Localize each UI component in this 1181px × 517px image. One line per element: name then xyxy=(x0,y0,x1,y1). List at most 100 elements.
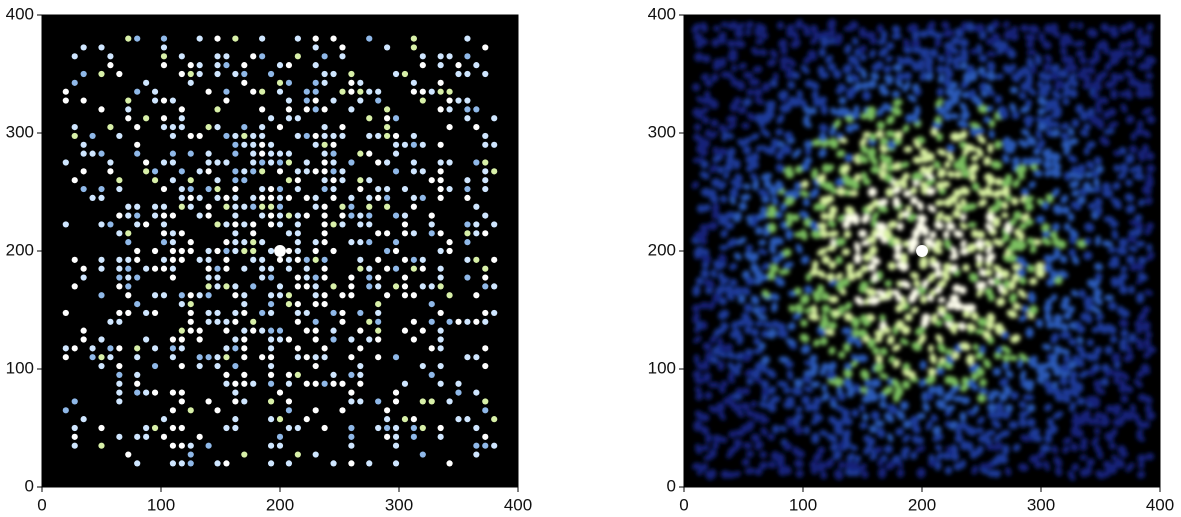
image-blob xyxy=(753,376,764,385)
image-blob xyxy=(692,83,701,92)
image-dot xyxy=(223,460,230,467)
image-dot xyxy=(410,318,417,325)
image-blob xyxy=(935,98,944,108)
image-blob xyxy=(1062,354,1072,363)
image-blob xyxy=(1043,62,1052,72)
image-dot xyxy=(232,212,239,219)
image-blob xyxy=(1050,332,1059,344)
image-dot xyxy=(285,380,293,387)
image-dot xyxy=(187,203,194,210)
image-blob xyxy=(1060,122,1070,130)
image-blob xyxy=(710,269,718,279)
image-dot xyxy=(401,416,409,423)
image-blob xyxy=(727,21,739,30)
image-dot xyxy=(339,53,346,60)
image-blob xyxy=(841,416,853,426)
image-blob xyxy=(801,180,809,189)
image-blob xyxy=(984,287,993,296)
image-blob xyxy=(1120,329,1129,338)
image-blob xyxy=(757,24,767,33)
image-dot xyxy=(276,327,284,334)
image-blob xyxy=(1034,461,1044,469)
image-blob xyxy=(967,89,977,99)
image-dot xyxy=(107,62,114,69)
image-blob xyxy=(929,256,937,265)
image-blob xyxy=(843,362,853,370)
image-dot xyxy=(473,203,480,210)
image-blob xyxy=(803,385,814,393)
image-dot xyxy=(250,132,257,140)
image-dot xyxy=(392,398,400,405)
image-blob xyxy=(1126,39,1134,48)
image-blob xyxy=(1087,107,1095,117)
image-dot xyxy=(196,168,203,175)
image-blob xyxy=(867,187,878,197)
image-dot xyxy=(428,221,435,228)
image-dot xyxy=(392,141,400,148)
image-dot xyxy=(446,185,453,193)
image-blob xyxy=(902,419,912,429)
image-dot xyxy=(348,274,355,281)
image-dot xyxy=(232,150,239,157)
image-blob xyxy=(1128,245,1138,253)
image-blob xyxy=(897,222,904,231)
image-blob xyxy=(741,387,751,396)
image-blob xyxy=(800,255,810,265)
image-dot xyxy=(205,354,212,361)
image-blob xyxy=(744,325,752,334)
image-dot xyxy=(303,309,310,317)
image-dot xyxy=(125,35,132,42)
image-dot xyxy=(366,336,373,343)
image-blob xyxy=(828,38,837,45)
image-dot xyxy=(241,247,248,255)
image-blob xyxy=(984,429,996,437)
image-dot xyxy=(375,132,382,140)
image-blob xyxy=(1068,228,1079,239)
image-blob xyxy=(1016,230,1025,241)
image-dot xyxy=(428,212,435,219)
image-blob xyxy=(968,172,977,182)
image-dot xyxy=(276,62,284,69)
image-blob xyxy=(825,54,833,64)
image-dot xyxy=(401,380,409,387)
image-blob xyxy=(1062,445,1070,454)
image-blob xyxy=(967,441,974,453)
image-dot xyxy=(437,247,444,255)
image-blob xyxy=(717,337,724,348)
image-blob xyxy=(1057,239,1067,249)
image-blob xyxy=(805,272,812,282)
image-blob xyxy=(1043,460,1050,472)
image-blob xyxy=(1046,417,1055,428)
image-dot xyxy=(276,283,284,290)
image-dot xyxy=(107,318,114,325)
image-blob xyxy=(1094,411,1102,419)
image-blob xyxy=(1062,80,1071,91)
image-blob xyxy=(1087,28,1098,38)
image-blob xyxy=(859,314,868,323)
image-dot xyxy=(241,239,248,246)
image-blob xyxy=(975,239,985,249)
image-blob xyxy=(717,271,725,282)
image-dot xyxy=(241,292,248,299)
image-blob xyxy=(1129,403,1137,413)
image-blob xyxy=(733,97,742,105)
image-dot xyxy=(357,239,364,246)
image-blob xyxy=(1050,352,1059,365)
x-tick-label: 100 xyxy=(789,495,817,514)
image-blob xyxy=(1113,164,1121,172)
image-dot xyxy=(384,106,391,113)
image-blob xyxy=(877,198,889,206)
image-blob xyxy=(1001,269,1010,279)
image-blob xyxy=(937,343,947,354)
image-dot xyxy=(312,168,319,175)
image-dot xyxy=(285,371,293,378)
image-dot xyxy=(151,362,159,370)
image-blob xyxy=(1041,343,1052,351)
image-blob xyxy=(754,361,764,372)
image-blob xyxy=(1109,220,1119,228)
image-dot xyxy=(330,336,337,343)
image-blob xyxy=(1143,338,1152,347)
image-dot xyxy=(482,265,489,272)
image-dot xyxy=(169,177,176,184)
